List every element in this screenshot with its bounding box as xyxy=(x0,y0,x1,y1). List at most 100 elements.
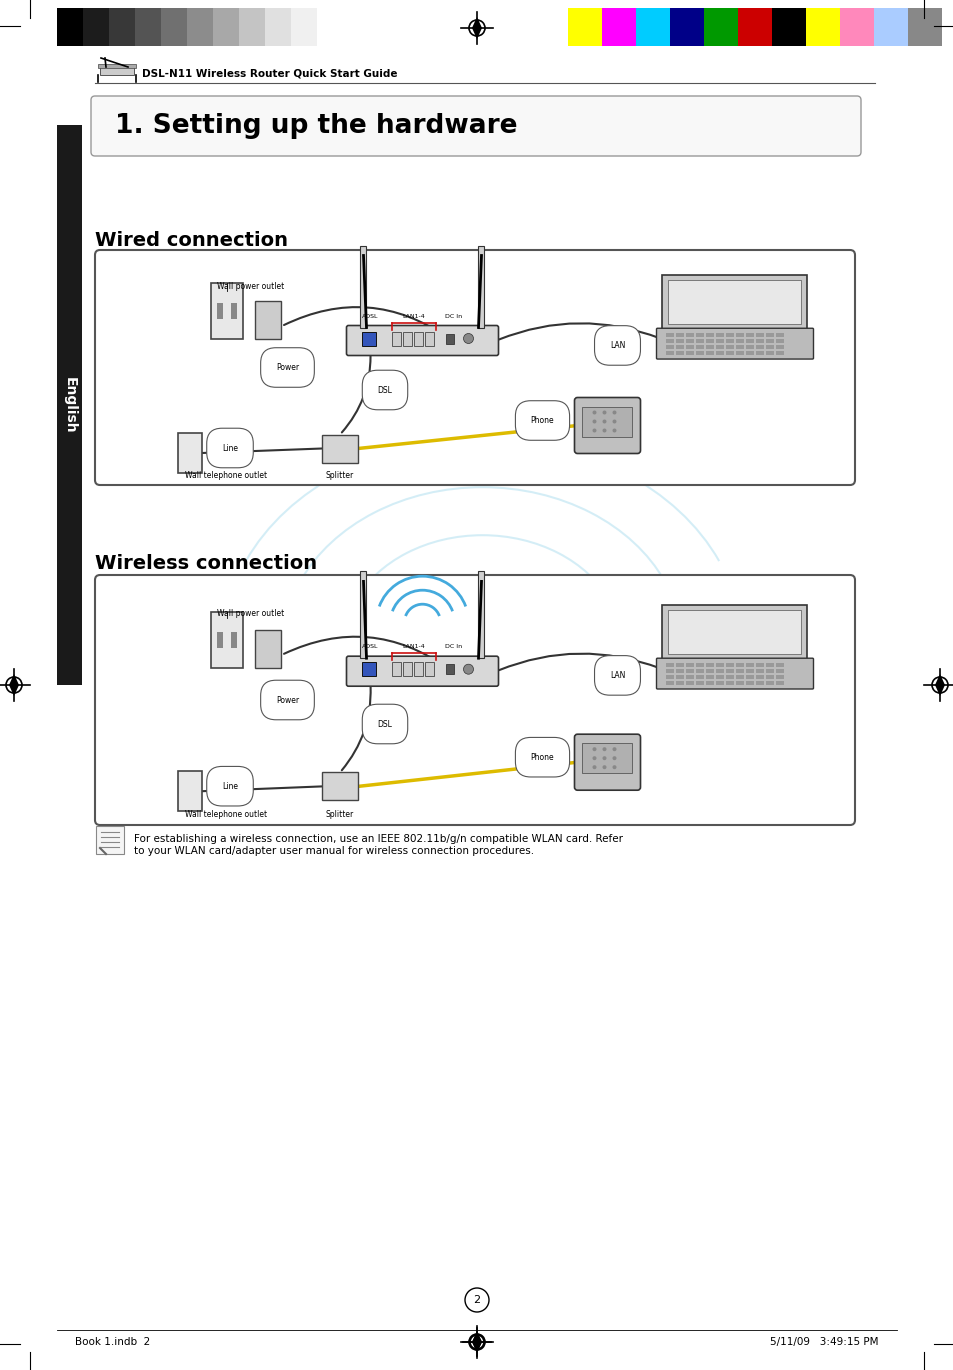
Text: 1. Setting up the hardware: 1. Setting up the hardware xyxy=(115,112,517,138)
Bar xyxy=(676,681,684,685)
Bar xyxy=(726,345,734,349)
Bar xyxy=(668,281,801,325)
Bar xyxy=(686,675,694,680)
Bar xyxy=(756,681,763,685)
Bar xyxy=(686,681,694,685)
Circle shape xyxy=(612,411,616,415)
Bar xyxy=(322,773,357,800)
Bar xyxy=(726,351,734,355)
Bar xyxy=(446,664,454,674)
Bar xyxy=(478,245,484,327)
FancyBboxPatch shape xyxy=(95,575,854,825)
Text: DSL: DSL xyxy=(377,719,392,729)
FancyBboxPatch shape xyxy=(95,249,854,485)
Bar xyxy=(726,681,734,685)
Bar xyxy=(666,663,674,667)
Bar xyxy=(706,340,714,344)
Bar xyxy=(756,351,763,355)
Bar xyxy=(669,8,703,47)
Text: 2: 2 xyxy=(473,1295,480,1306)
Text: Book 1.indb  2: Book 1.indb 2 xyxy=(75,1337,150,1347)
Text: Phone: Phone xyxy=(530,416,554,425)
Bar xyxy=(706,675,714,680)
Bar xyxy=(805,8,840,47)
Bar xyxy=(756,340,763,344)
Bar xyxy=(765,663,774,667)
Bar xyxy=(776,675,783,680)
Bar xyxy=(360,571,366,658)
Bar xyxy=(726,663,734,667)
Bar xyxy=(316,8,343,47)
Text: ADSL: ADSL xyxy=(362,314,378,318)
Bar xyxy=(178,771,202,811)
Circle shape xyxy=(612,766,616,769)
Text: DC In: DC In xyxy=(444,314,461,318)
Bar xyxy=(745,681,754,685)
Bar xyxy=(745,351,754,355)
Bar xyxy=(360,245,366,327)
Text: LAN1-4: LAN1-4 xyxy=(402,314,424,318)
Bar xyxy=(776,333,783,337)
Bar xyxy=(706,351,714,355)
Bar xyxy=(425,662,434,677)
Bar xyxy=(706,681,714,685)
Bar xyxy=(756,663,763,667)
Bar xyxy=(661,606,806,659)
FancyBboxPatch shape xyxy=(91,96,861,156)
Bar xyxy=(765,340,774,344)
Bar xyxy=(907,8,941,47)
Bar xyxy=(661,275,806,329)
Circle shape xyxy=(612,419,616,423)
Bar xyxy=(716,351,723,355)
Bar xyxy=(478,571,484,658)
Bar xyxy=(756,345,763,349)
Bar xyxy=(686,663,694,667)
Bar xyxy=(756,675,763,680)
Circle shape xyxy=(612,747,616,751)
Text: LAN: LAN xyxy=(609,671,624,680)
Circle shape xyxy=(592,756,596,760)
Text: English: English xyxy=(63,377,76,433)
Bar xyxy=(676,675,684,680)
Bar xyxy=(765,333,774,337)
Text: DC In: DC In xyxy=(444,644,461,649)
Bar xyxy=(745,675,754,680)
Bar xyxy=(736,333,743,337)
Bar xyxy=(239,8,265,47)
Bar xyxy=(765,675,774,680)
FancyBboxPatch shape xyxy=(574,734,639,790)
Bar xyxy=(212,612,243,669)
Bar xyxy=(425,332,434,345)
Bar xyxy=(736,663,743,667)
Bar xyxy=(706,669,714,673)
Text: Wireless connection: Wireless connection xyxy=(95,553,316,573)
FancyBboxPatch shape xyxy=(346,656,498,686)
Bar xyxy=(776,669,783,673)
Bar xyxy=(392,332,401,345)
Text: LAN: LAN xyxy=(609,341,624,349)
Bar xyxy=(745,669,754,673)
Bar xyxy=(666,681,674,685)
Bar xyxy=(212,284,243,340)
Bar xyxy=(696,663,703,667)
Bar xyxy=(686,669,694,673)
Text: Line: Line xyxy=(222,444,237,452)
Bar xyxy=(696,681,703,685)
Bar xyxy=(686,333,694,337)
Circle shape xyxy=(592,411,596,415)
Text: Wired connection: Wired connection xyxy=(95,230,288,249)
Bar xyxy=(217,632,223,648)
Bar xyxy=(696,340,703,344)
Bar xyxy=(716,669,723,673)
Bar xyxy=(873,8,907,47)
Bar xyxy=(414,662,423,677)
Bar xyxy=(696,351,703,355)
Bar xyxy=(187,8,213,47)
Circle shape xyxy=(602,429,606,433)
Text: DSL: DSL xyxy=(377,385,392,395)
Bar xyxy=(666,675,674,680)
Bar xyxy=(392,662,401,677)
Bar xyxy=(716,345,723,349)
Bar xyxy=(686,345,694,349)
Text: Splitter: Splitter xyxy=(326,471,354,480)
